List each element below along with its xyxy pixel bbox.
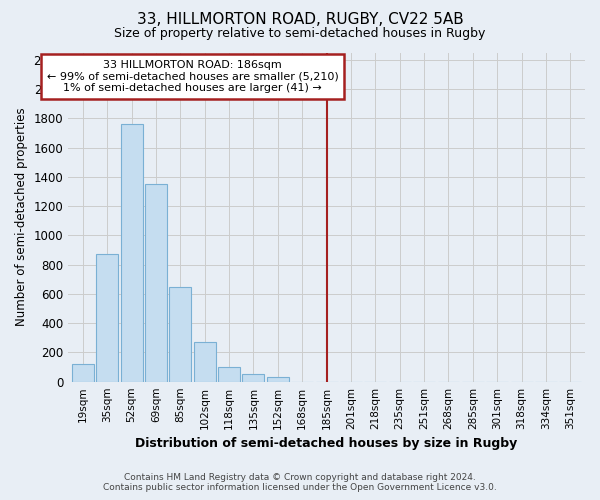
Text: 33 HILLMORTON ROAD: 186sqm
← 99% of semi-detached houses are smaller (5,210)
1% : 33 HILLMORTON ROAD: 186sqm ← 99% of semi… [47, 60, 338, 93]
Bar [267, 376, 289, 382]
Bar [242, 374, 265, 382]
Bar [218, 367, 240, 382]
Bar [96, 254, 118, 382]
Text: Size of property relative to semi-detached houses in Rugby: Size of property relative to semi-detach… [115, 28, 485, 40]
Y-axis label: Number of semi-detached properties: Number of semi-detached properties [15, 108, 28, 326]
Bar [72, 364, 94, 382]
Text: Contains HM Land Registry data © Crown copyright and database right 2024.
Contai: Contains HM Land Registry data © Crown c… [103, 473, 497, 492]
X-axis label: Distribution of semi-detached houses by size in Rugby: Distribution of semi-detached houses by … [136, 437, 518, 450]
Text: 33, HILLMORTON ROAD, RUGBY, CV22 5AB: 33, HILLMORTON ROAD, RUGBY, CV22 5AB [137, 12, 463, 28]
Bar [145, 184, 167, 382]
Bar [169, 288, 191, 382]
Bar [121, 124, 143, 382]
Bar [194, 342, 215, 382]
